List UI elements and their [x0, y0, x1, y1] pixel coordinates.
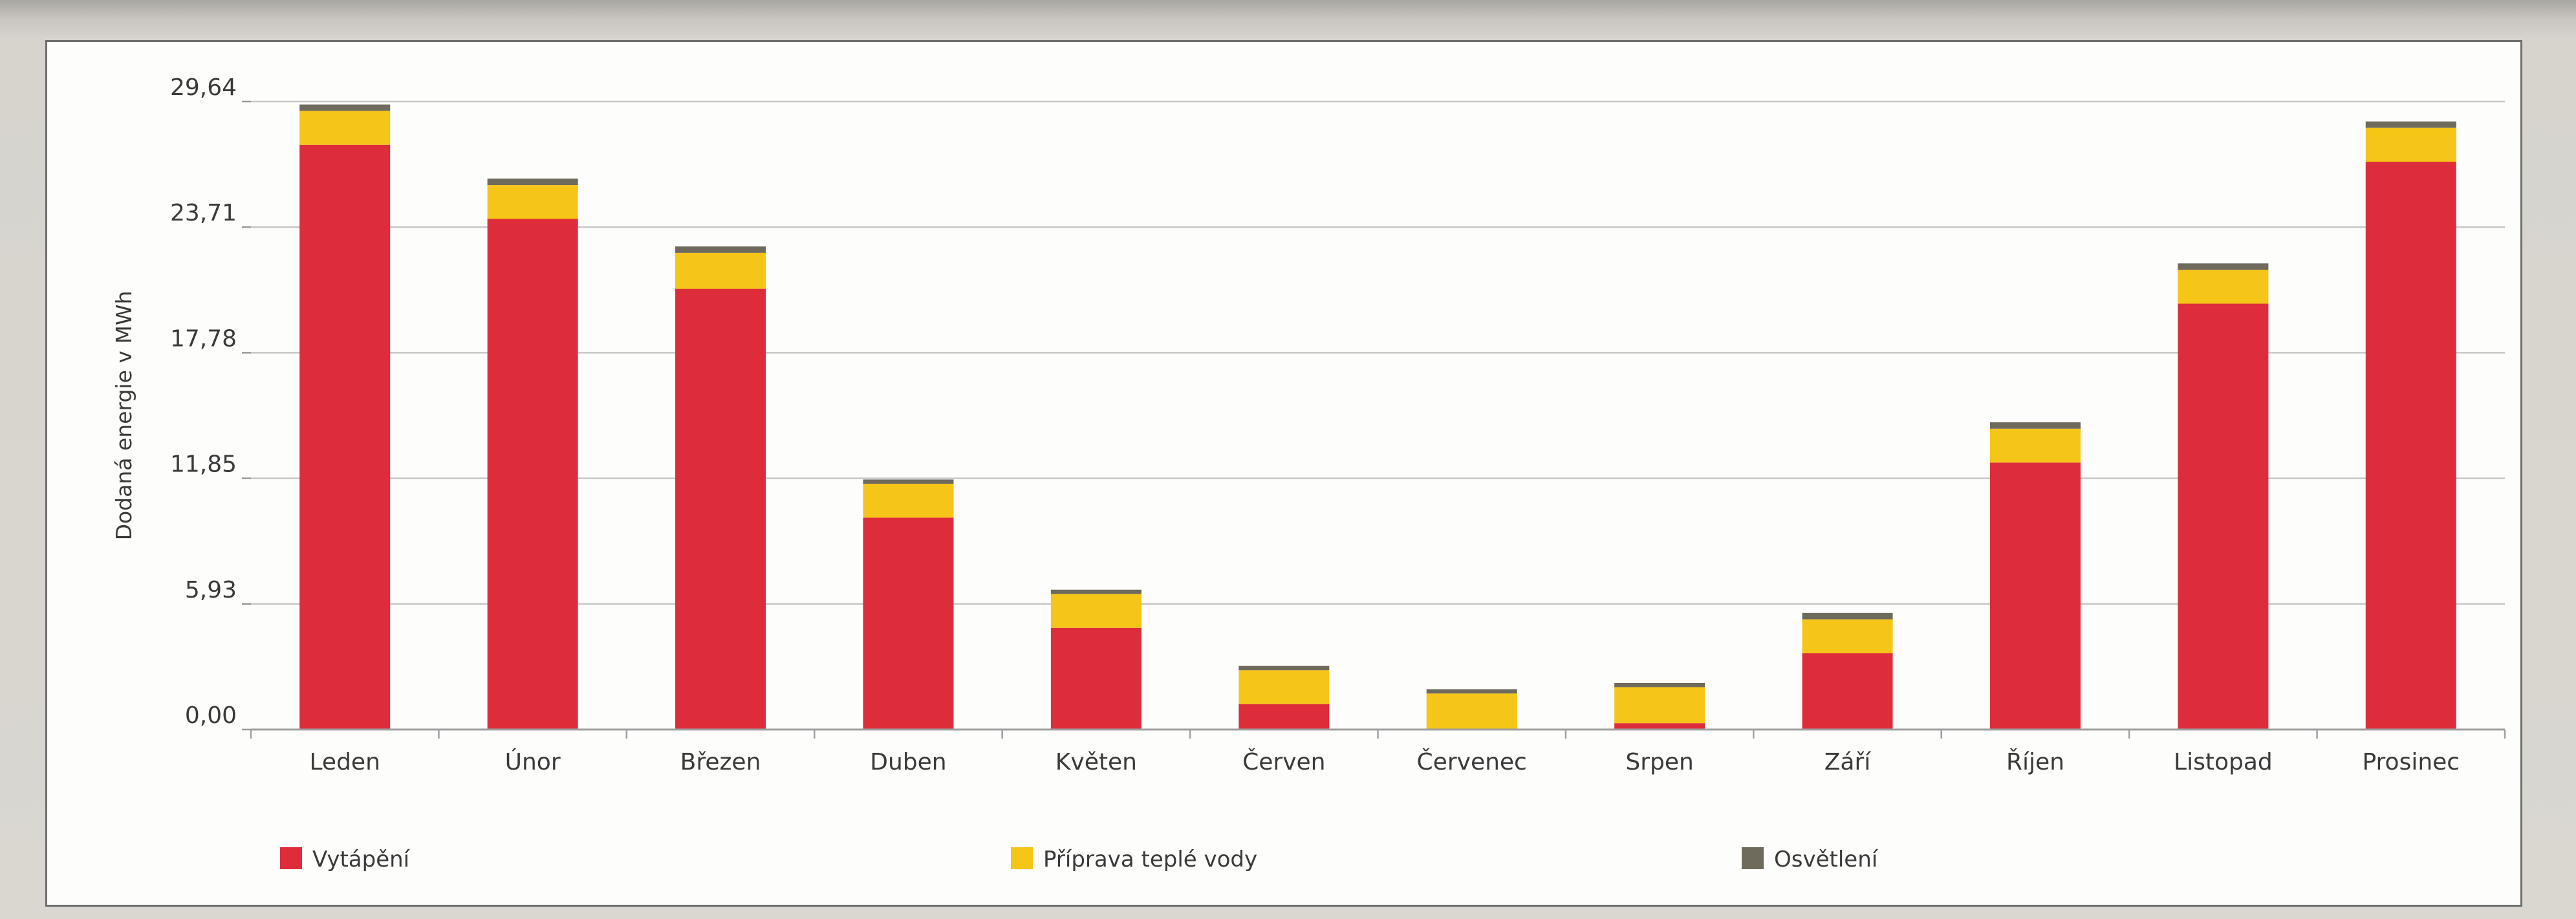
bar-segment-osvětlení	[487, 178, 578, 186]
y-tick-label: 29,64	[170, 74, 237, 101]
bar-segment-osvětlení	[1989, 422, 2081, 429]
bar-segment-osvětlení	[1802, 612, 1893, 620]
bar-segment-vytápění	[1614, 723, 1705, 730]
bar-segment-vytápění	[2365, 162, 2456, 730]
y-tick-label: 0,00	[185, 702, 237, 729]
axes: 0,00 5,93 11,85 17,78 23,71 29,64 Dodaná energ…	[111, 74, 2506, 775]
y-tick-label: 23,71	[170, 200, 237, 226]
bar-segment-osvětlení	[1239, 665, 1330, 671]
legend-label: Osvětlení	[1774, 847, 1879, 872]
x-category-label: Září	[1824, 749, 1872, 775]
bar-segment-vytápění	[487, 219, 578, 730]
x-category-label: Leden	[310, 749, 380, 775]
x-category-label: Květen	[1055, 749, 1137, 775]
bar-segment-osvětlení	[1426, 689, 1517, 694]
legend-label: Vytápění	[312, 847, 411, 872]
x-category-label: Říjen	[2006, 748, 2064, 775]
x-category-label: Prosinec	[2362, 749, 2460, 775]
bar-segment-příprava-teplé-vody	[863, 483, 954, 518]
bar-segment-osvětlení	[2178, 263, 2269, 270]
x-category-label: Červen	[1242, 748, 1325, 775]
bar-segment-vytápění	[675, 288, 766, 730]
bars	[299, 104, 2456, 730]
bar-segment-příprava-teplé-vody	[675, 252, 766, 289]
legend-label: Příprava teplé vody	[1043, 847, 1257, 872]
legend-swatch	[1011, 847, 1033, 869]
x-category-label: Srpen	[1625, 749, 1693, 775]
bar-segment-vytápění	[1802, 653, 1893, 730]
bar-segment-příprava-teplé-vody	[1802, 619, 1893, 654]
bar-segment-vytápění	[1239, 704, 1330, 730]
bar-segment-osvětlení	[1614, 682, 1705, 687]
bar-segment-příprava-teplé-vody	[299, 111, 391, 145]
bar-segment-vytápění	[1989, 462, 2081, 730]
legend: Vytápění Příprava teplé vody Osvětlení	[280, 847, 1879, 872]
bar-segment-příprava-teplé-vody	[1614, 687, 1705, 724]
y-tick-label: 11,85	[170, 451, 237, 478]
bar-segment-osvětlení	[1050, 589, 1142, 594]
bar-segment-osvětlení	[299, 104, 391, 111]
x-category-label: Červenec	[1417, 748, 1527, 775]
chart-panel: 0,00 5,93 11,85 17,78 23,71 29,64 Dodaná energ…	[45, 40, 2522, 907]
legend-swatch	[280, 847, 302, 869]
bar-segment-osvětlení	[2365, 121, 2456, 128]
gridlines	[251, 100, 2505, 605]
bar-segment-vytápění	[2178, 303, 2269, 730]
y-axis-title: Dodaná energie v MWh	[111, 291, 136, 541]
legend-swatch	[1742, 847, 1764, 869]
bar-segment-příprava-teplé-vody	[1989, 428, 2081, 463]
bar-segment-vytápění	[299, 144, 391, 730]
bar-segment-osvětlení	[863, 479, 954, 484]
bar-segment-příprava-teplé-vody	[487, 185, 578, 219]
stacked-bar-chart: 0,00 5,93 11,85 17,78 23,71 29,64 Dodaná energ…	[111, 74, 2506, 872]
x-category-label: Duben	[870, 749, 946, 775]
bar-segment-příprava-teplé-vody	[1426, 693, 1517, 730]
bar-segment-příprava-teplé-vody	[2365, 127, 2456, 162]
bar-segment-vytápění	[1050, 627, 1142, 730]
bar-segment-osvětlení	[675, 246, 766, 253]
y-tick-label: 17,78	[170, 325, 237, 352]
bar-segment-příprava-teplé-vody	[1050, 594, 1142, 628]
x-category-label: Únor	[505, 748, 561, 775]
x-category-label: Březen	[680, 749, 761, 775]
y-tick-label: 5,93	[185, 577, 237, 603]
bar-segment-příprava-teplé-vody	[1239, 670, 1330, 704]
x-category-label: Listopad	[2174, 749, 2273, 775]
bar-segment-příprava-teplé-vody	[2178, 270, 2269, 304]
bar-segment-vytápění	[863, 517, 954, 730]
